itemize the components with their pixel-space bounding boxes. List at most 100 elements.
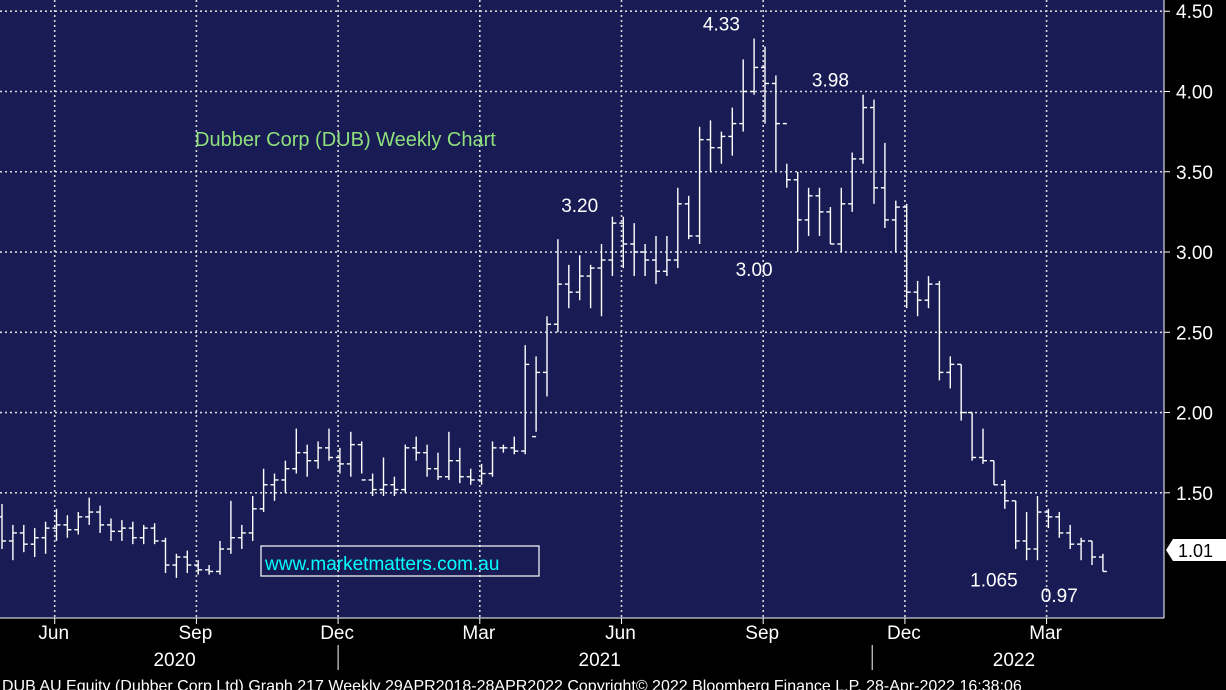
ohlc-bar (259, 468, 268, 513)
ohlc-bar (695, 126, 704, 244)
ohlc-bar (335, 447, 344, 474)
ohlc-bar (205, 565, 214, 575)
ohlc-bar (499, 444, 508, 453)
last-price-label: 1.01 (1178, 541, 1213, 561)
ohlc-bar (673, 187, 682, 269)
ohlc-bar (216, 540, 224, 575)
ohlc-bar (510, 436, 519, 455)
ohlc-bar (739, 59, 748, 132)
last-price-marker: 1.01 (1166, 539, 1226, 561)
ohlc-bar (891, 200, 900, 253)
ohlc-bar (194, 560, 203, 575)
ohlc-bar (979, 428, 987, 464)
ohlc-bar (641, 243, 650, 277)
x-month-label: Mar (462, 623, 495, 644)
ohlc-bar (771, 75, 780, 172)
ohlc-bar (652, 235, 660, 285)
price-annotation: 0.97 (1041, 586, 1078, 607)
ohlc-bar (553, 239, 562, 333)
ohlc-bar (989, 459, 998, 486)
ohlc-bar (466, 468, 475, 485)
axis-background (1164, 0, 1226, 690)
ohlc-bar (717, 131, 726, 164)
x-month-label: Mar (1029, 623, 1062, 644)
ohlc-bar (1055, 512, 1064, 538)
price-annotation: 4.33 (703, 15, 740, 36)
ohlc-bar (303, 444, 312, 477)
y-tick-label: 3.00 (1176, 243, 1213, 264)
y-tick-label: 4.00 (1176, 82, 1213, 103)
footer-text: DUB AU Equity (Dubber Corp Ltd) Graph 21… (2, 678, 1022, 690)
x-month-label: Jun (38, 623, 69, 644)
ohlc-bar (390, 476, 399, 497)
ohlc-bar (19, 524, 28, 553)
y-tick-label: 2.50 (1176, 323, 1213, 344)
ohlc-bar (913, 280, 922, 317)
ohlc-bar (41, 521, 50, 554)
ohlc-bar (52, 508, 61, 541)
date-axis-background (0, 618, 1164, 690)
ohlc-bar (346, 431, 355, 477)
ohlc-bar (1000, 479, 1009, 509)
ohlc-bar (412, 436, 421, 461)
ohlc-bar (1011, 500, 1020, 549)
ohlc-bar (281, 460, 290, 493)
price-annotation: 3.00 (736, 260, 773, 281)
ohlc-bar (804, 187, 813, 236)
ohlc-bar (107, 518, 115, 541)
ohlc-bar (488, 441, 497, 477)
ohlc-bar (96, 505, 105, 533)
x-month-label: Sep (745, 623, 779, 644)
ohlc-bar (1077, 537, 1086, 561)
price-annotations: 4.33 3.98 3.20 3.00 1.065 0.97 (561, 15, 1078, 607)
ohlc-bar (183, 550, 192, 574)
ohlc-bar (630, 223, 639, 277)
ohlc-bar (793, 171, 802, 253)
y-tick-label: 2.00 (1176, 404, 1213, 425)
ohlc-bar (521, 345, 530, 455)
ohlc-bar (662, 235, 671, 277)
ohlc-bar (575, 255, 584, 301)
ohlc-bar (586, 264, 595, 309)
ohlc-bar (172, 553, 181, 578)
ohlc-bar (880, 142, 889, 228)
ohlc-bar (750, 38, 759, 95)
ohlc-bar (761, 46, 769, 124)
ohlc-bar (532, 356, 541, 438)
watermark-box (260, 545, 540, 577)
ohlc-bar (684, 195, 693, 240)
y-axis: 4.50 4.00 3.50 3.00 2.50 2.00 1.50 (1163, 0, 1213, 618)
ohlc-bar (314, 441, 323, 469)
y-tick-label: 1.50 (1176, 484, 1213, 505)
ohlc-bar (270, 473, 279, 501)
ohlc-bar (1033, 496, 1042, 561)
ohlc-bar (619, 216, 628, 269)
plot-background (0, 0, 1164, 618)
ohlc-bar (837, 187, 846, 253)
x-year-label: 2022 (993, 650, 1035, 671)
x-month-label: Dec (320, 623, 354, 644)
ohlc-bar (608, 216, 617, 277)
ohlc-bar (968, 411, 977, 461)
y-tick-label: 4.50 (1176, 2, 1213, 23)
watermark-text: www.marketmatters.com.au (264, 554, 499, 575)
ohlc-bar (368, 473, 377, 497)
price-annotation: 3.98 (812, 71, 849, 92)
y-tick-label: 3.50 (1176, 163, 1213, 184)
ohlc-bar (357, 441, 366, 481)
ohlc-bar (826, 207, 835, 245)
ohlc-bar (85, 497, 94, 525)
ohlc-bar (1022, 512, 1031, 561)
ohlc-bar (128, 521, 137, 545)
ohlc-bar (117, 520, 126, 541)
ohlc-bar (248, 496, 257, 541)
x-month-label: Sep (178, 623, 212, 644)
ohlc-bar (325, 428, 333, 461)
ohlc-bar (8, 524, 17, 561)
x-year-label: 2020 (153, 650, 195, 671)
price-annotation: 3.20 (561, 196, 598, 217)
ohlc-bar (30, 528, 39, 558)
ohlc-bar (728, 107, 737, 156)
ohlc-bar (902, 203, 911, 309)
